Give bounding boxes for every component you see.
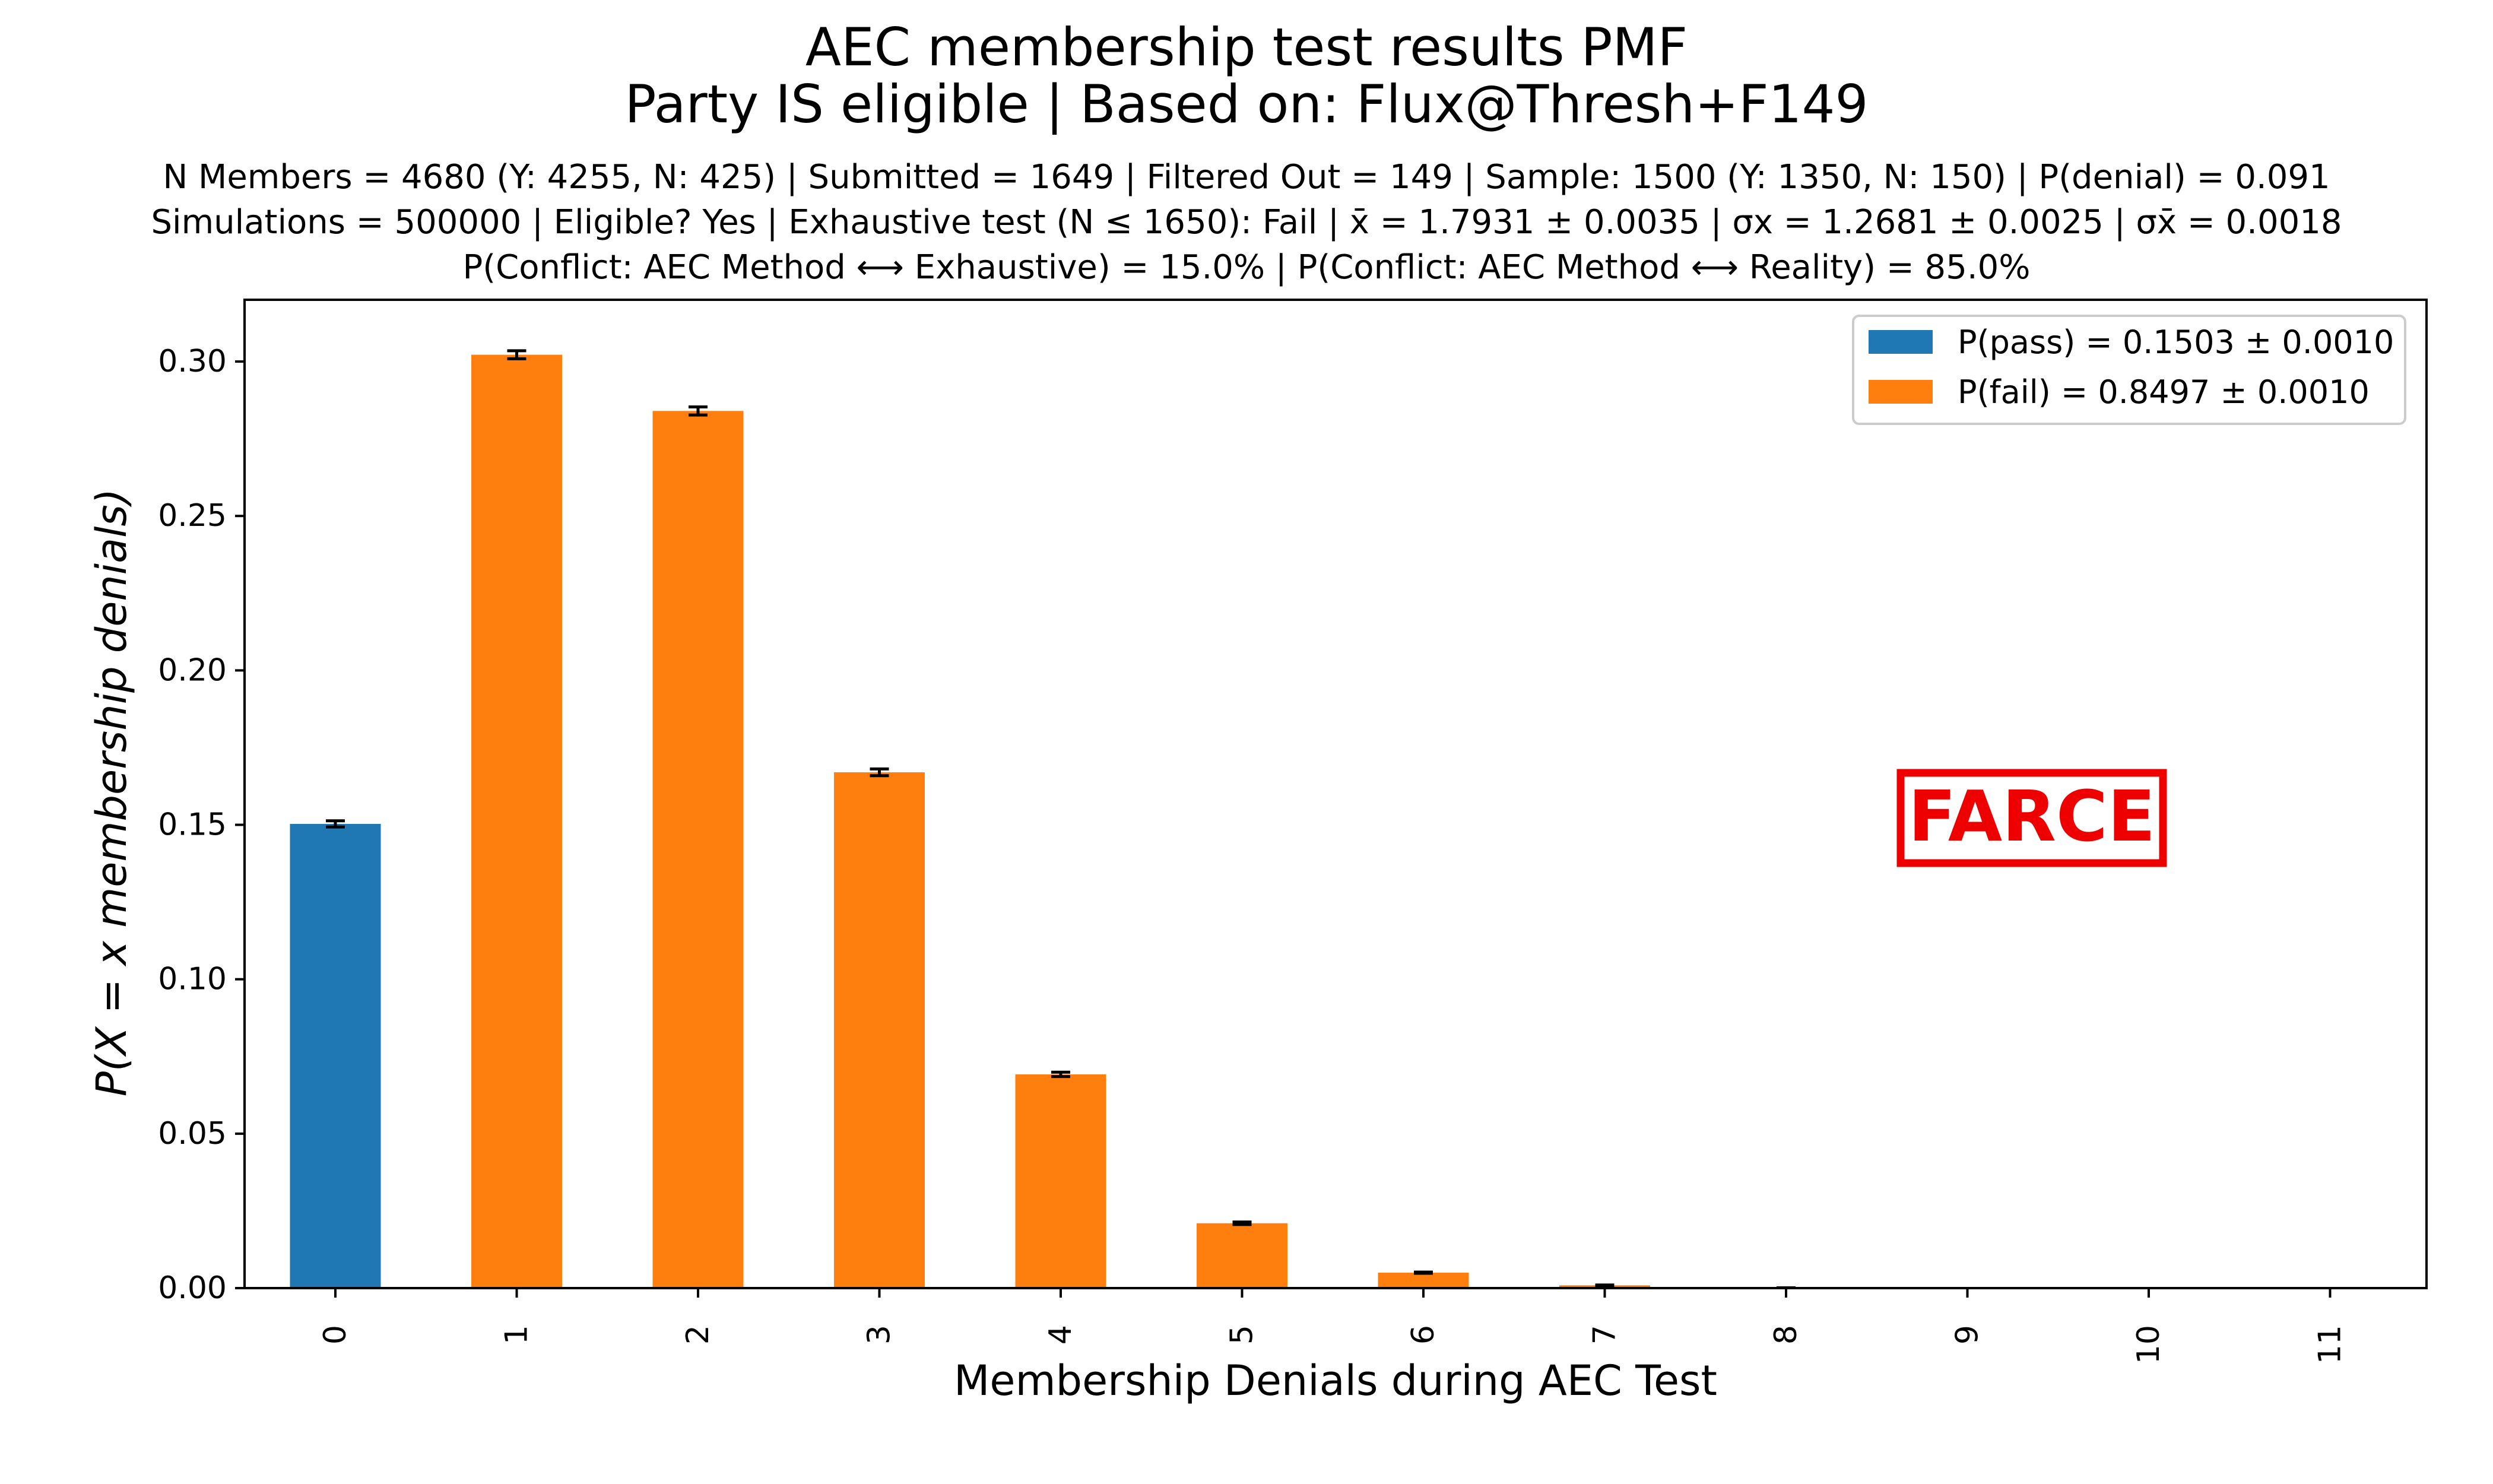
legend-label-pass: P(pass) = 0.1503 ± 0.0010 (1958, 324, 2394, 361)
legend-swatch-pass (1869, 330, 1933, 354)
legend-swatch-fail (1869, 380, 1933, 404)
farce-stamp: FARCE (1896, 769, 2167, 867)
info-line-1: N Members = 4680 (Y: 4255, N: 425) | Sub… (163, 158, 2330, 196)
stamp-border (1896, 769, 2167, 867)
x-tick-label-9: 9 (1950, 1325, 1985, 1345)
y-tick-label: 0.30 (158, 344, 227, 379)
error-bar-7 (1595, 1283, 1615, 1288)
x-tick-label-11: 11 (2313, 1325, 2348, 1364)
bar-4 (1015, 1074, 1106, 1288)
bar-0 (290, 823, 381, 1288)
error-bar-6 (1414, 1270, 1433, 1275)
legend-label-fail: P(fail) = 0.8497 ± 0.0010 (1958, 373, 2370, 411)
y-tick-label: 0.05 (158, 1116, 227, 1152)
bar-3 (834, 772, 925, 1288)
error-bar-2 (689, 405, 708, 417)
bar-5 (1197, 1223, 1287, 1288)
y-tick-label: 0.10 (158, 962, 227, 997)
bars-group (290, 354, 1832, 1288)
x-tick-label-5: 5 (1225, 1325, 1260, 1345)
x-tick-label-0: 0 (318, 1325, 353, 1345)
chart-title: AEC membership test results PMF (805, 17, 1688, 78)
x-tick-label-10: 10 (2131, 1325, 2167, 1364)
x-ticks-group: 0 1 2 3 4 5 6 7 8 9 10 11 (318, 1288, 2348, 1364)
info-line-2: Simulations = 500000 | Eligible? Yes | E… (151, 203, 2342, 242)
legend: P(pass) = 0.1503 ± 0.0010 P(fail) = 0.84… (1852, 315, 2406, 425)
bar-1 (471, 354, 562, 1288)
x-tick-label-4: 4 (1043, 1325, 1079, 1345)
error-bar-0 (326, 819, 345, 829)
x-tick-label-3: 3 (862, 1325, 897, 1345)
x-tick-label-2: 2 (680, 1325, 716, 1345)
x-tick-label-1: 1 (499, 1325, 535, 1345)
bar-2 (652, 411, 744, 1288)
y-tick-label: 0.25 (158, 498, 227, 534)
x-tick-label-7: 7 (1587, 1325, 1623, 1345)
y-tick-label: 0.00 (158, 1270, 227, 1306)
stamp-text: FARCE (1908, 775, 2155, 857)
x-tick-label-8: 8 (1768, 1325, 1804, 1345)
y-ticks-group: 0.00 0.05 0.10 0.15 0.20 0.25 0.30 (158, 344, 245, 1306)
error-bar-4 (1051, 1070, 1070, 1079)
info-line-3: P(Conflict: AEC Method ⟷ Exhaustive) = 1… (462, 248, 2031, 287)
legend-box (1852, 315, 2406, 425)
y-tick-label: 0.20 (158, 652, 227, 688)
error-bar-3 (870, 767, 889, 778)
y-axis-label: P(X = x membership denials) (87, 489, 136, 1096)
error-bar-1 (507, 349, 526, 360)
bar-6 (1378, 1272, 1469, 1288)
error-bar-5 (1232, 1220, 1252, 1226)
plot-frame (243, 299, 2428, 1289)
x-axis-label: Membership Denials during AEC Test (954, 1356, 1717, 1405)
chart-subtitle: Party IS eligible | Based on: Flux@Thres… (624, 74, 1869, 135)
x-tick-label-6: 6 (1406, 1325, 1441, 1345)
y-tick-label: 0.15 (158, 807, 227, 843)
